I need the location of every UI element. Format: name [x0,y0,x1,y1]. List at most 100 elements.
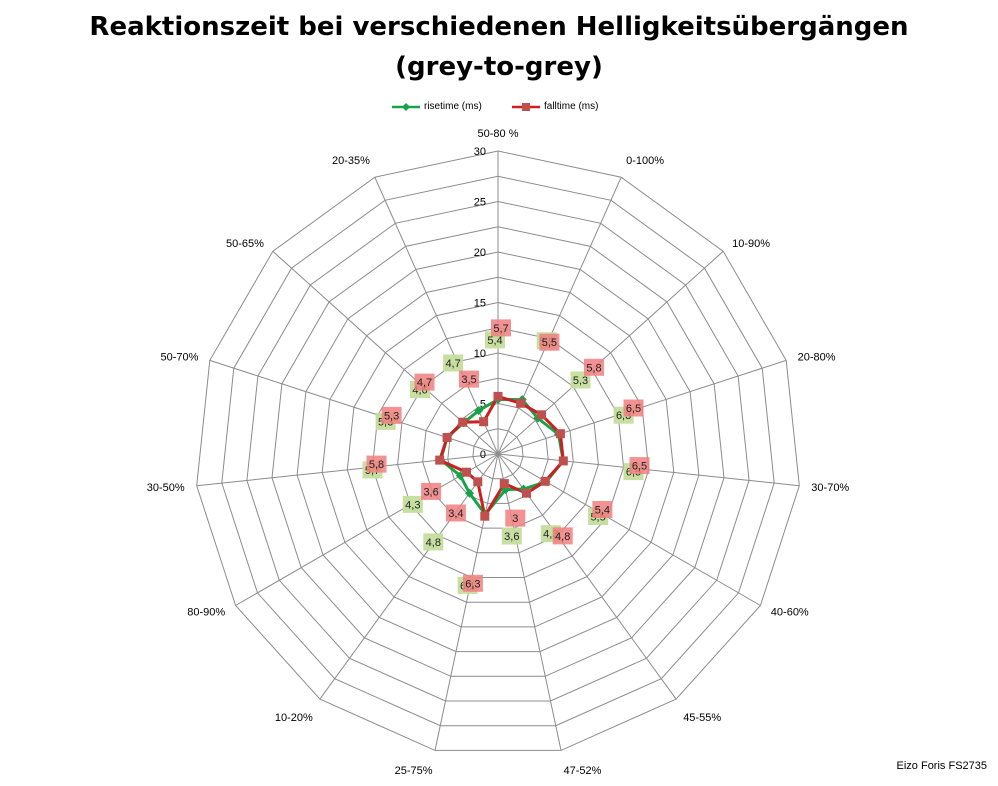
category-label: 0-100% [626,155,664,167]
grid-ring [472,428,524,480]
grid-spoke [497,250,724,455]
category-label: 50-80 % [478,128,519,140]
grid-spoke [196,453,499,487]
legend-item-risetime: risetime (ms) [392,101,482,112]
radial-tick-label: 0 [480,449,486,461]
data-label-bg-falltime [623,399,644,417]
data-label-falltime: 6,3 [465,578,480,590]
data-label-bg-falltime [462,574,483,592]
data-point-falltime [499,479,509,489]
radial-tick-label: 20 [474,247,486,259]
data-label-bg-falltime [459,370,479,388]
radial-tick-label: 30 [474,146,486,158]
category-label: 10-90% [732,238,770,250]
data-point-falltime [555,429,565,439]
category-label: 10-20% [275,712,313,724]
grid-ring [346,301,650,603]
category-label: 50-65% [226,238,264,250]
category-label: 25-75% [395,765,433,777]
grid-spoke [209,359,499,455]
radial-tick-label: 5 [480,399,486,411]
data-label-falltime: 6,5 [632,461,647,473]
data-label-risetime: 5,3 [573,375,588,387]
grid-spoke [497,453,562,751]
data-label-falltime: 5,8 [586,362,601,374]
data-label-bg-falltime [539,333,560,351]
category-label: 20-80% [798,352,836,364]
grid-ring [371,327,625,578]
category-label: 47-52% [564,765,602,777]
legend-swatch-falltime [512,102,540,111]
legend-swatch-risetime [392,102,420,111]
grid-ring [321,276,675,628]
data-label-bg-falltime [445,504,466,522]
data-point-risetime [474,406,484,416]
data-label-bg-risetime [423,533,444,551]
data-label-bg-falltime [414,373,435,391]
grid-ring [422,377,574,529]
data-label-falltime: 5,8 [369,459,384,471]
data-point-falltime [458,417,468,427]
data-point-falltime [493,391,503,401]
category-label: 40-60% [771,607,809,619]
data-point-falltime [473,477,483,487]
data-label-bg-falltime [381,406,402,424]
data-label-bg-falltime [629,457,650,475]
data-label-bg-falltime [505,509,526,527]
data-label-falltime: 3 [512,513,518,525]
data-label-risetime: 4,7 [445,358,460,370]
grid-ring [271,226,725,677]
radial-tick-label: 25 [474,197,486,209]
data-label-falltime: 4,7 [417,377,432,389]
grid-spoke [235,453,499,606]
data-label-bg-falltime [491,319,511,337]
data-point-falltime [540,476,550,486]
grid-ring [246,200,750,702]
data-point-falltime [516,398,526,408]
data-label-risetime: 4,3 [405,499,420,511]
data-label-risetime: 3,6 [504,531,519,543]
data-label-bg-risetime [501,527,522,545]
category-label: 30-50% [147,482,185,494]
data-label-bg-falltime [421,482,442,500]
grid-ring [221,175,775,727]
radial-tick-label: 15 [474,298,486,310]
data-label-falltime: 4,8 [555,531,570,543]
data-label-falltime: 5,5 [542,337,557,349]
grid-spoke [497,176,622,455]
legend-label-risetime: risetime (ms) [424,101,482,112]
category-label: 20-35% [332,155,370,167]
legend-item-falltime: falltime (ms) [512,101,598,112]
data-point-falltime [479,417,489,427]
category-label: 50-70% [160,352,198,364]
grid-ring [296,251,700,653]
footnote: Eizo Foris FS2735 [896,760,987,772]
data-point-falltime [462,467,471,477]
data-point-falltime [558,456,568,466]
grid-spoke [434,453,499,751]
grid-ring [196,150,800,751]
data-label-falltime: 5,4 [595,505,610,517]
data-point-falltime [537,410,546,420]
chart-title-line1: Reaktionszeit bei verschiedenen Helligke… [89,12,909,42]
data-label-risetime: 4,8 [426,537,441,549]
data-label-bg-falltime [552,527,573,545]
data-label-bg-falltime [592,501,613,518]
data-point-falltime [480,511,490,521]
data-label-risetime: 5,4 [487,335,502,347]
data-point-falltime [442,433,452,442]
series-line-falltime [438,394,565,518]
radial-tick-label: 10 [474,348,486,360]
data-label-bg-risetime [443,354,464,372]
data-label-falltime: 5,3 [384,410,399,422]
data-label-bg-falltime [366,455,387,473]
data-label-falltime: 3,6 [423,486,438,498]
data-label-falltime: 5,7 [493,323,508,335]
grid-ring [397,352,599,554]
data-point-falltime [522,488,531,498]
category-label: 80-90% [187,607,225,619]
data-label-bg-falltime [584,358,604,376]
chart-title-line2: (grey-to-grey) [395,52,603,82]
data-label-falltime: 3,5 [461,374,476,386]
